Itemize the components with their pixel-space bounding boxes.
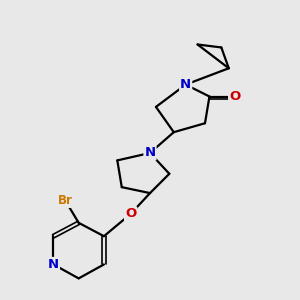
Text: N: N [180, 78, 191, 91]
Text: N: N [48, 258, 59, 271]
Text: O: O [125, 207, 136, 220]
Text: O: O [229, 90, 240, 103]
Text: Br: Br [58, 194, 73, 207]
Text: N: N [144, 146, 156, 160]
